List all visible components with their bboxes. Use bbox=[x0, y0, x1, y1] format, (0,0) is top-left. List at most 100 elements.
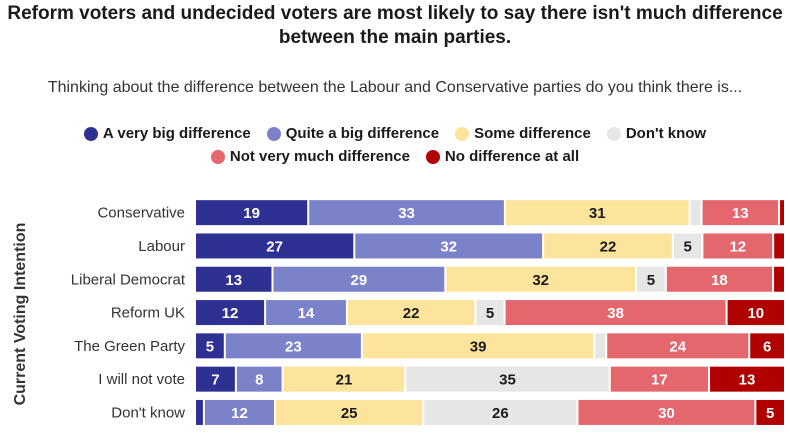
bar-segment bbox=[595, 333, 606, 359]
bar-segment bbox=[204, 399, 275, 425]
legend-row: Not very much difference No difference at… bbox=[0, 145, 790, 168]
bar-segment bbox=[196, 300, 265, 326]
category-label: Don't know bbox=[111, 404, 185, 421]
category-label: Labour bbox=[138, 238, 185, 255]
bar-segment bbox=[236, 366, 282, 392]
bar-segment bbox=[283, 366, 405, 392]
bar-segment bbox=[309, 200, 504, 226]
legend-swatch bbox=[83, 126, 98, 141]
data-label: 21 bbox=[336, 372, 353, 389]
category-label: Reform UK bbox=[111, 305, 185, 322]
data-label: 13 bbox=[739, 372, 756, 389]
legend-label: Not very much difference bbox=[229, 148, 410, 165]
data-label: 13 bbox=[732, 205, 749, 222]
bar-segment bbox=[196, 333, 224, 359]
legend-item: Not very much difference bbox=[210, 145, 410, 168]
bar-segment bbox=[347, 300, 475, 326]
chart-subtitle: Thinking about the difference between th… bbox=[47, 79, 743, 96]
data-label: 6 bbox=[763, 338, 771, 355]
bar-segment bbox=[780, 200, 784, 226]
data-label: 5 bbox=[486, 305, 494, 322]
data-label: 12 bbox=[222, 305, 239, 322]
bar-segment bbox=[446, 266, 636, 292]
data-label: 31 bbox=[589, 205, 606, 222]
data-label: 10 bbox=[747, 305, 764, 322]
data-label: 38 bbox=[607, 305, 624, 322]
bar-segment bbox=[225, 333, 361, 359]
data-label: 17 bbox=[651, 372, 668, 389]
data-label: 22 bbox=[403, 305, 420, 322]
legend-label: No difference at all bbox=[444, 148, 580, 165]
legend-label: Quite a big difference bbox=[285, 125, 440, 142]
bar-segment bbox=[750, 333, 784, 359]
bar-segment bbox=[666, 266, 773, 292]
chart-title: Reform voters and undecided voters are m… bbox=[7, 3, 783, 48]
bar-segment bbox=[578, 399, 755, 425]
bar-segment bbox=[774, 266, 784, 292]
bar-segment bbox=[196, 266, 272, 292]
data-label: 5 bbox=[206, 338, 214, 355]
bar-segment bbox=[544, 233, 672, 259]
category-label: I will not vote bbox=[98, 371, 185, 388]
bar-segment bbox=[637, 266, 665, 292]
data-label: 27 bbox=[266, 238, 283, 255]
data-label: 29 bbox=[351, 272, 368, 289]
bar-segment bbox=[266, 300, 346, 326]
bar-segment bbox=[690, 200, 701, 226]
legend-swatch bbox=[266, 126, 281, 141]
legend-swatch bbox=[455, 126, 470, 141]
bar-segment bbox=[355, 233, 543, 259]
bar-segment bbox=[607, 333, 749, 359]
data-label: 24 bbox=[669, 338, 686, 355]
bar-segment bbox=[702, 200, 779, 226]
data-label: 8 bbox=[255, 372, 263, 389]
legend-label: Don't know bbox=[625, 125, 707, 142]
bar-segment bbox=[610, 366, 709, 392]
bar-segment bbox=[756, 399, 784, 425]
data-label: 12 bbox=[231, 405, 248, 422]
legend-row: A very big difference Quite a big differe… bbox=[0, 122, 790, 145]
category-label: Liberal Democrat bbox=[71, 271, 186, 288]
legend-label: A very big difference bbox=[102, 125, 251, 142]
bar-segment bbox=[196, 233, 354, 259]
data-label: 22 bbox=[600, 238, 617, 255]
bar-segment bbox=[727, 300, 784, 326]
legend-swatch bbox=[425, 149, 440, 164]
bar-segment bbox=[362, 333, 594, 359]
bar-segment bbox=[276, 399, 423, 425]
data-label: 25 bbox=[341, 405, 358, 422]
bar-segment bbox=[273, 266, 445, 292]
bar-segment bbox=[196, 399, 203, 425]
bar-segment bbox=[424, 399, 577, 425]
data-label: 12 bbox=[729, 238, 746, 255]
bar-segment bbox=[703, 233, 773, 259]
data-label: 13 bbox=[225, 272, 242, 289]
legend-item: Don't know bbox=[606, 122, 707, 145]
bar-segment bbox=[505, 300, 726, 326]
legend-label: Some difference bbox=[474, 125, 591, 142]
bar-segment bbox=[196, 366, 235, 392]
data-label: 39 bbox=[470, 338, 487, 355]
data-label: 32 bbox=[440, 238, 457, 255]
legend-item: A very big difference bbox=[83, 122, 251, 145]
bar-segment bbox=[406, 366, 609, 392]
legend-swatch bbox=[606, 126, 621, 141]
data-label: 35 bbox=[499, 372, 516, 389]
data-label: 30 bbox=[658, 405, 675, 422]
bar-segment bbox=[673, 233, 702, 259]
legend-item: Quite a big difference bbox=[266, 122, 440, 145]
category-label: The Green Party bbox=[74, 338, 185, 355]
legend-swatch bbox=[210, 149, 225, 164]
data-label: 32 bbox=[532, 272, 549, 289]
data-label: 14 bbox=[298, 305, 315, 322]
bar-segment bbox=[710, 366, 784, 392]
category-label: Conservative bbox=[97, 205, 185, 222]
legend-item: No difference at all bbox=[425, 145, 580, 168]
legend: A very big difference Quite a big differe… bbox=[0, 122, 790, 168]
data-label: 26 bbox=[492, 405, 509, 422]
legend-item: Some difference bbox=[455, 122, 591, 145]
data-label: 7 bbox=[211, 372, 219, 389]
data-label: 18 bbox=[711, 272, 728, 289]
data-label: 23 bbox=[285, 338, 302, 355]
